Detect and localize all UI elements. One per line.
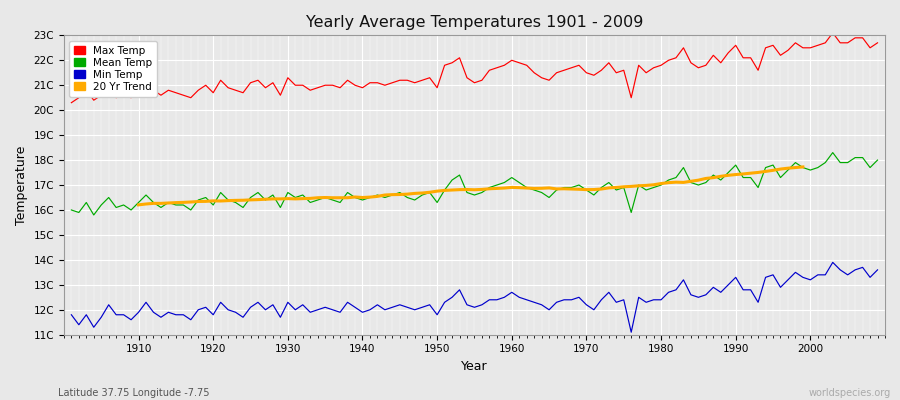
20 Yr Trend xyxy=(335,195,346,200)
Mean Temp xyxy=(133,200,144,205)
Min Temp xyxy=(290,307,301,312)
Mean Temp xyxy=(872,158,883,162)
Mean Temp xyxy=(66,208,77,212)
Min Temp xyxy=(66,312,77,317)
Max Temp xyxy=(596,68,607,73)
Mean Temp xyxy=(827,150,838,155)
Mean Temp xyxy=(297,193,308,198)
Mean Temp xyxy=(88,212,99,217)
Max Temp xyxy=(507,58,517,63)
Min Temp xyxy=(507,290,517,295)
20 Yr Trend xyxy=(222,198,233,203)
20 Yr Trend xyxy=(768,168,778,173)
Text: Latitude 37.75 Longitude -7.75: Latitude 37.75 Longitude -7.75 xyxy=(58,388,210,398)
Min Temp xyxy=(596,297,607,302)
Line: 20 Yr Trend: 20 Yr Trend xyxy=(139,167,803,205)
20 Yr Trend xyxy=(700,176,711,181)
Line: Max Temp: Max Temp xyxy=(71,33,878,103)
Min Temp xyxy=(499,295,509,300)
Mean Temp xyxy=(507,175,517,180)
20 Yr Trend xyxy=(797,164,808,169)
Max Temp xyxy=(335,85,346,90)
Min Temp xyxy=(335,310,346,315)
Max Temp xyxy=(66,100,77,105)
Max Temp xyxy=(290,83,301,88)
Title: Yearly Average Temperatures 1901 - 2009: Yearly Average Temperatures 1901 - 2009 xyxy=(306,15,644,30)
20 Yr Trend xyxy=(686,179,697,184)
Line: Min Temp: Min Temp xyxy=(71,262,878,332)
Min Temp xyxy=(827,260,838,265)
Max Temp xyxy=(872,40,883,45)
Min Temp xyxy=(626,330,636,335)
Max Temp xyxy=(827,30,838,35)
Line: Mean Temp: Mean Temp xyxy=(71,152,878,215)
Y-axis label: Temperature: Temperature xyxy=(15,145,28,225)
Max Temp xyxy=(126,95,137,100)
20 Yr Trend xyxy=(133,202,144,207)
X-axis label: Year: Year xyxy=(461,360,488,373)
20 Yr Trend xyxy=(596,187,607,192)
Mean Temp xyxy=(342,190,353,195)
Mean Temp xyxy=(514,180,525,185)
Text: worldspecies.org: worldspecies.org xyxy=(809,388,891,398)
Min Temp xyxy=(126,317,137,322)
Mean Temp xyxy=(603,180,614,185)
Legend: Max Temp, Mean Temp, Min Temp, 20 Yr Trend: Max Temp, Mean Temp, Min Temp, 20 Yr Tre… xyxy=(69,40,158,97)
Max Temp xyxy=(499,63,509,68)
Min Temp xyxy=(872,268,883,272)
